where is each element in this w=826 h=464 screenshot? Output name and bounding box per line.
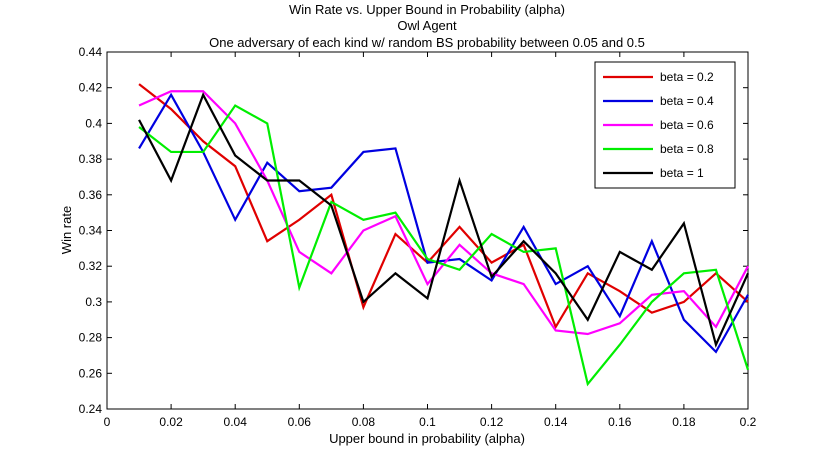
x-tick-label: 0.18 <box>672 415 696 429</box>
series-line-2 <box>138 92 749 354</box>
y-axis-label: Win rate <box>59 206 74 254</box>
chart-subtitle: Owl Agent <box>397 18 457 33</box>
series-line-5 <box>138 92 750 349</box>
x-tick-label: 0.06 <box>288 415 312 429</box>
x-tick-label: 0.12 <box>480 415 504 429</box>
y-tick-label: 0.38 <box>79 152 103 166</box>
y-tick-label: 0.34 <box>79 224 103 238</box>
chart-subtitle-2: One adversary of each kind w/ random BS … <box>209 35 645 50</box>
y-tick-label: 0.26 <box>79 366 103 380</box>
y-tick-label: 0.3 <box>85 295 102 309</box>
y-tick-label: 0.4 <box>85 116 102 130</box>
x-tick-label: 0.02 <box>159 415 183 429</box>
y-tick-label: 0.28 <box>79 331 103 345</box>
x-tick-label: 0.04 <box>224 415 248 429</box>
y-tick-label: 0.44 <box>79 45 103 59</box>
x-tick-label: 0.14 <box>544 415 568 429</box>
legend-label: beta = 0.8 <box>660 142 714 156</box>
x-tick-label: 0.16 <box>608 415 632 429</box>
series-lines <box>138 83 750 387</box>
legend-label: beta = 0.4 <box>660 94 714 108</box>
y-tick-label: 0.32 <box>79 259 103 273</box>
legend-label: beta = 0.6 <box>660 118 714 132</box>
x-tick-label: 0.2 <box>740 415 757 429</box>
y-tick-label: 0.42 <box>79 81 103 95</box>
series-line-4 <box>138 104 750 387</box>
axis-ticks: 0 0.02 0.04 0.06 0.08 0.1 0.12 0.14 0.16 0.18 0.2 0… <box>79 45 757 429</box>
legend-label: beta = 1 <box>660 166 704 180</box>
x-tick-label: 0.1 <box>419 415 436 429</box>
legend-label: beta = 0.2 <box>660 70 714 84</box>
y-tick-label: 0.36 <box>79 188 103 202</box>
y-tick-label: 0.24 <box>79 402 103 416</box>
x-tick-label: 0.08 <box>352 415 376 429</box>
x-axis-label: Upper bound in probability (alpha) <box>329 431 525 446</box>
x-tick-label: 0 <box>104 415 111 429</box>
legend: beta = 0.2 beta = 0.4 beta = 0.6 beta = 0.8… <box>594 61 736 189</box>
chart-title: Win Rate vs. Upper Bound in Probability … <box>289 2 565 17</box>
